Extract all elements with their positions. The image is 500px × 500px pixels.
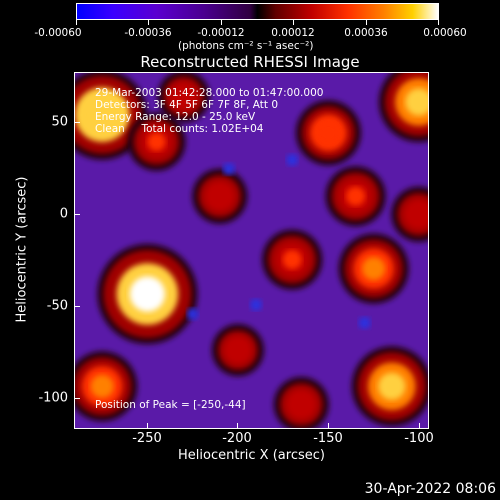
heatmap-minimum-0: [222, 163, 235, 175]
x-tick-label: -100: [404, 431, 434, 446]
x-tick-label: -200: [222, 431, 252, 446]
y-tick: [74, 214, 80, 215]
heatmap-blob-11-layer-3: [229, 342, 246, 359]
colorbar-tick-label: 0.00036: [344, 27, 388, 39]
heatmap-minimum-2: [186, 307, 199, 320]
y-tick-label: 0: [59, 206, 68, 222]
heatmap-blob-5-layer-3: [90, 374, 114, 398]
colorbar-tick-label: -0.00060: [34, 27, 82, 39]
colorbar-tick: [293, 20, 294, 25]
y-tick-label: -100: [38, 390, 68, 406]
x-tick-label: -150: [313, 431, 343, 446]
colorbar-tick: [366, 20, 367, 25]
y-tick-label: -50: [46, 298, 68, 314]
heatmap-plot-area: 29-Mar-2003 01:42:28.000 to 01:47:00.000…: [74, 72, 429, 429]
x-tick-label: -250: [132, 431, 162, 446]
heatmap-blob-8-layer-3: [211, 187, 229, 205]
heatmap-blob-2-layer-3: [405, 88, 428, 116]
colorbar-tick: [148, 20, 149, 25]
heatmap-image: [75, 73, 428, 428]
colorbar-tick-label: 0.00060: [423, 27, 467, 39]
colorbar-tick-label: -0.00012: [197, 27, 245, 39]
peak-position-label: Position of Peak = [-250,-44]: [95, 399, 246, 411]
heatmap-blob-14-layer-3: [410, 205, 428, 223]
heatmap-blob-3-layer-3: [378, 372, 406, 400]
colorbar-tick-label: 0.00012: [271, 27, 315, 39]
heatmap-blob-1-layer-3: [86, 99, 118, 131]
heatmap-blob-4-layer-3: [362, 257, 386, 281]
colorbar-tick: [221, 20, 222, 25]
colorbar-unit-label: (photons cm⁻² s⁻¹ asec⁻²): [178, 40, 314, 52]
x-tick: [419, 423, 420, 429]
x-axis-label: Heliocentric X (arcsec): [178, 448, 325, 463]
heatmap-blob-7-layer-3: [282, 250, 302, 270]
colorbar-tick: [438, 20, 439, 25]
heatmap-blob-0-layer-3: [129, 276, 165, 312]
colorbar-tick: [76, 20, 77, 25]
y-axis-label: Heliocentric Y (arcsec): [14, 176, 30, 323]
x-tick: [328, 423, 329, 429]
info-clean-counts: Clean Total counts: 1.02E+04: [95, 123, 264, 135]
y-tick: [74, 122, 80, 123]
heatmap-minimum-4: [250, 298, 262, 311]
heatmap-blob-12-layer-3: [175, 88, 192, 105]
info-energy-range: Energy Range: 12.0 - 25.0 keV: [95, 111, 256, 123]
x-tick: [147, 423, 148, 429]
colorbar-tick-label: -0.00036: [124, 27, 172, 39]
plot-timestamp: 30-Apr-2022 08:06: [364, 481, 496, 497]
heatmap-blob-6-layer-3: [317, 122, 339, 144]
info-detectors: Detectors: 3F 4F 5F 6F 7F 8F, Att 0: [95, 99, 279, 111]
y-tick: [74, 398, 80, 399]
info-time-range: 29-Mar-2003 01:42:28.000 to 01:47:00.000: [95, 87, 324, 99]
heatmap-blob-10-layer-3: [346, 186, 366, 206]
heatmap-blob-13-layer-3: [292, 395, 310, 414]
chart-title: Reconstructed RHESSI Image: [140, 53, 360, 71]
y-tick-label: 50: [51, 114, 68, 130]
colorbar: [76, 3, 439, 20]
heatmap-blob-9-layer-3: [147, 132, 166, 151]
heatmap-minimum-3: [358, 316, 371, 329]
y-tick: [74, 306, 80, 307]
x-tick: [237, 423, 238, 429]
heatmap-minimum-1: [286, 153, 299, 166]
